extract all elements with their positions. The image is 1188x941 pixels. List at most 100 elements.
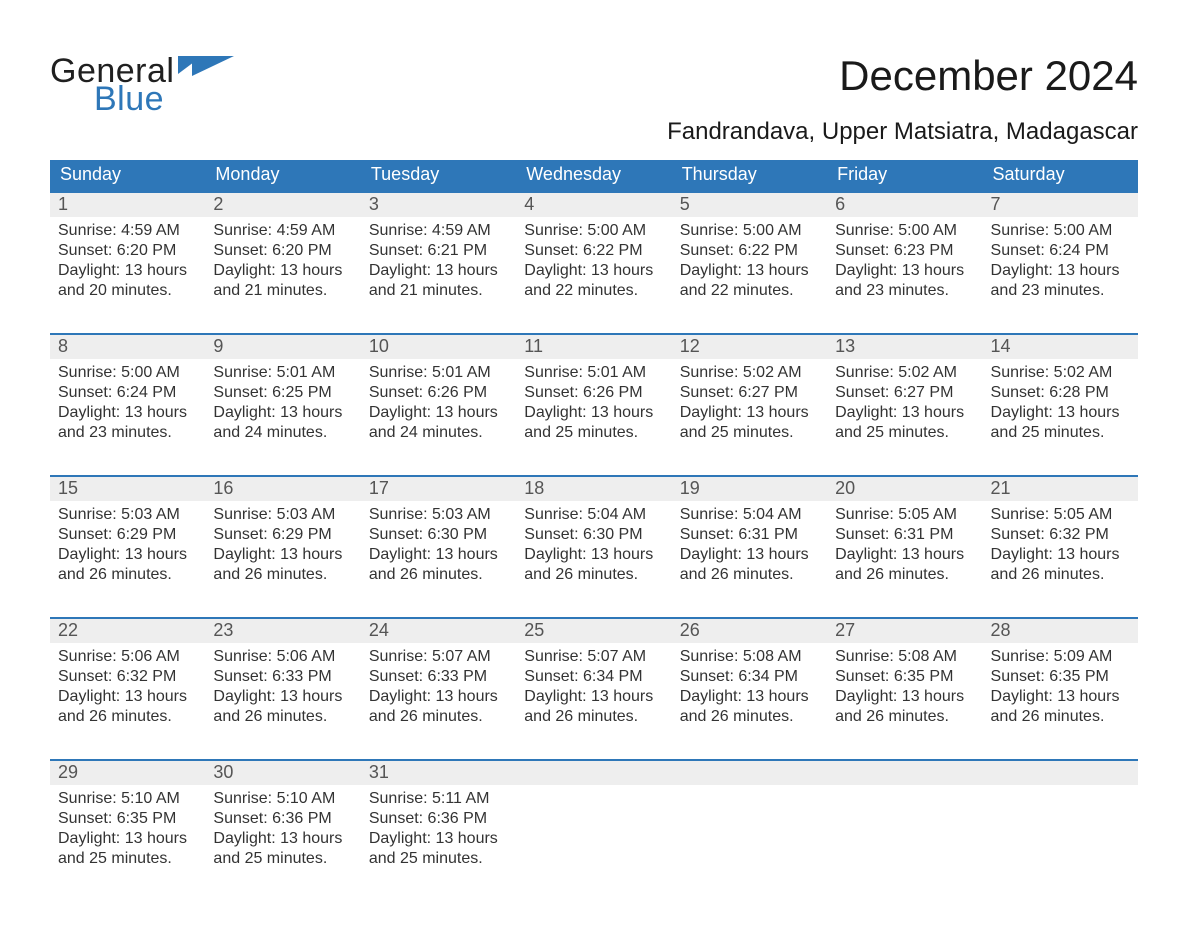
day-number: 19 [672, 477, 827, 501]
day-dl2: and 25 minutes. [213, 849, 352, 869]
day-body: Sunrise: 5:05 AMSunset: 6:32 PMDaylight:… [983, 501, 1138, 593]
day-dl2: and 26 minutes. [835, 707, 974, 727]
week-row: 15Sunrise: 5:03 AMSunset: 6:29 PMDayligh… [50, 476, 1138, 618]
day-sunrise: Sunrise: 5:01 AM [369, 363, 508, 383]
day-body: Sunrise: 5:06 AMSunset: 6:33 PMDaylight:… [205, 643, 360, 735]
day-dl2: and 26 minutes. [369, 707, 508, 727]
day-cell: 25Sunrise: 5:07 AMSunset: 6:34 PMDayligh… [516, 618, 671, 760]
weekday-header-row: Sunday Monday Tuesday Wednesday Thursday… [50, 160, 1138, 192]
day-dl1: Daylight: 13 hours [991, 403, 1130, 423]
day-dl1: Daylight: 13 hours [58, 403, 197, 423]
day-sunrise: Sunrise: 5:11 AM [369, 789, 508, 809]
day-cell: 13Sunrise: 5:02 AMSunset: 6:27 PMDayligh… [827, 334, 982, 476]
day-dl2: and 21 minutes. [369, 281, 508, 301]
day-dl1: Daylight: 13 hours [680, 687, 819, 707]
day-cell: 9Sunrise: 5:01 AMSunset: 6:25 PMDaylight… [205, 334, 360, 476]
day-dl1: Daylight: 13 hours [58, 829, 197, 849]
day-body: Sunrise: 5:02 AMSunset: 6:27 PMDaylight:… [827, 359, 982, 451]
day-body: Sunrise: 5:03 AMSunset: 6:30 PMDaylight:… [361, 501, 516, 593]
flag-tri-2 [192, 56, 234, 76]
day-number: 8 [50, 335, 205, 359]
day-dl2: and 26 minutes. [991, 565, 1130, 585]
day-dl1: Daylight: 13 hours [369, 829, 508, 849]
day-number: 14 [983, 335, 1138, 359]
day-sunset: Sunset: 6:30 PM [524, 525, 663, 545]
calendar-table: Sunday Monday Tuesday Wednesday Thursday… [50, 160, 1138, 901]
day-dl2: and 21 minutes. [213, 281, 352, 301]
day-sunrise: Sunrise: 5:07 AM [524, 647, 663, 667]
weekday-header: Monday [205, 160, 360, 192]
day-cell [827, 760, 982, 901]
day-dl1: Daylight: 13 hours [835, 403, 974, 423]
day-body: Sunrise: 5:04 AMSunset: 6:31 PMDaylight:… [672, 501, 827, 593]
day-sunset: Sunset: 6:30 PM [369, 525, 508, 545]
day-dl1: Daylight: 13 hours [58, 261, 197, 281]
day-number: 29 [50, 761, 205, 785]
day-body: Sunrise: 5:07 AMSunset: 6:33 PMDaylight:… [361, 643, 516, 735]
day-body: Sunrise: 4:59 AMSunset: 6:20 PMDaylight:… [205, 217, 360, 309]
day-dl1: Daylight: 13 hours [213, 829, 352, 849]
day-body: Sunrise: 5:09 AMSunset: 6:35 PMDaylight:… [983, 643, 1138, 735]
day-sunset: Sunset: 6:29 PM [213, 525, 352, 545]
day-sunrise: Sunrise: 5:01 AM [213, 363, 352, 383]
weekday-header: Friday [827, 160, 982, 192]
week-row: 22Sunrise: 5:06 AMSunset: 6:32 PMDayligh… [50, 618, 1138, 760]
day-cell: 8Sunrise: 5:00 AMSunset: 6:24 PMDaylight… [50, 334, 205, 476]
calendar-body: 1Sunrise: 4:59 AMSunset: 6:20 PMDaylight… [50, 192, 1138, 901]
day-cell: 30Sunrise: 5:10 AMSunset: 6:36 PMDayligh… [205, 760, 360, 901]
week-row: 1Sunrise: 4:59 AMSunset: 6:20 PMDaylight… [50, 192, 1138, 334]
day-cell: 2Sunrise: 4:59 AMSunset: 6:20 PMDaylight… [205, 192, 360, 334]
day-dl1: Daylight: 13 hours [680, 545, 819, 565]
week-row: 8Sunrise: 5:00 AMSunset: 6:24 PMDaylight… [50, 334, 1138, 476]
day-sunset: Sunset: 6:33 PM [213, 667, 352, 687]
day-dl2: and 20 minutes. [58, 281, 197, 301]
day-sunset: Sunset: 6:28 PM [991, 383, 1130, 403]
day-body: Sunrise: 5:03 AMSunset: 6:29 PMDaylight:… [205, 501, 360, 593]
day-number-bar [516, 761, 671, 785]
day-dl2: and 26 minutes. [680, 565, 819, 585]
day-cell: 3Sunrise: 4:59 AMSunset: 6:21 PMDaylight… [361, 192, 516, 334]
day-dl2: and 26 minutes. [835, 565, 974, 585]
day-sunset: Sunset: 6:36 PM [369, 809, 508, 829]
day-number-bar [672, 761, 827, 785]
day-sunrise: Sunrise: 5:00 AM [680, 221, 819, 241]
day-dl2: and 23 minutes. [991, 281, 1130, 301]
day-dl2: and 22 minutes. [680, 281, 819, 301]
day-number: 5 [672, 193, 827, 217]
day-number: 4 [516, 193, 671, 217]
day-dl1: Daylight: 13 hours [58, 687, 197, 707]
day-dl2: and 23 minutes. [58, 423, 197, 443]
day-body: Sunrise: 4:59 AMSunset: 6:21 PMDaylight:… [361, 217, 516, 309]
day-dl2: and 25 minutes. [58, 849, 197, 869]
day-sunrise: Sunrise: 5:00 AM [58, 363, 197, 383]
day-number: 10 [361, 335, 516, 359]
day-sunset: Sunset: 6:20 PM [213, 241, 352, 261]
day-number: 3 [361, 193, 516, 217]
day-sunrise: Sunrise: 4:59 AM [58, 221, 197, 241]
day-dl1: Daylight: 13 hours [369, 545, 508, 565]
day-sunrise: Sunrise: 5:03 AM [58, 505, 197, 525]
title-block: December 2024 Fandrandava, Upper Matsiat… [667, 54, 1138, 146]
day-sunrise: Sunrise: 5:02 AM [835, 363, 974, 383]
weekday-header: Thursday [672, 160, 827, 192]
day-body: Sunrise: 5:10 AMSunset: 6:36 PMDaylight:… [205, 785, 360, 877]
day-cell: 24Sunrise: 5:07 AMSunset: 6:33 PMDayligh… [361, 618, 516, 760]
day-cell: 16Sunrise: 5:03 AMSunset: 6:29 PMDayligh… [205, 476, 360, 618]
day-sunrise: Sunrise: 5:10 AM [213, 789, 352, 809]
day-dl1: Daylight: 13 hours [213, 403, 352, 423]
day-body: Sunrise: 5:02 AMSunset: 6:28 PMDaylight:… [983, 359, 1138, 451]
day-dl1: Daylight: 13 hours [369, 261, 508, 281]
day-dl1: Daylight: 13 hours [835, 261, 974, 281]
day-cell: 6Sunrise: 5:00 AMSunset: 6:23 PMDaylight… [827, 192, 982, 334]
day-body: Sunrise: 5:10 AMSunset: 6:35 PMDaylight:… [50, 785, 205, 877]
day-sunset: Sunset: 6:35 PM [991, 667, 1130, 687]
day-sunrise: Sunrise: 5:05 AM [991, 505, 1130, 525]
day-dl1: Daylight: 13 hours [835, 687, 974, 707]
day-sunset: Sunset: 6:32 PM [58, 667, 197, 687]
day-sunrise: Sunrise: 5:03 AM [213, 505, 352, 525]
day-number: 27 [827, 619, 982, 643]
day-number: 24 [361, 619, 516, 643]
day-number: 28 [983, 619, 1138, 643]
day-dl2: and 26 minutes. [213, 707, 352, 727]
day-dl2: and 26 minutes. [524, 707, 663, 727]
